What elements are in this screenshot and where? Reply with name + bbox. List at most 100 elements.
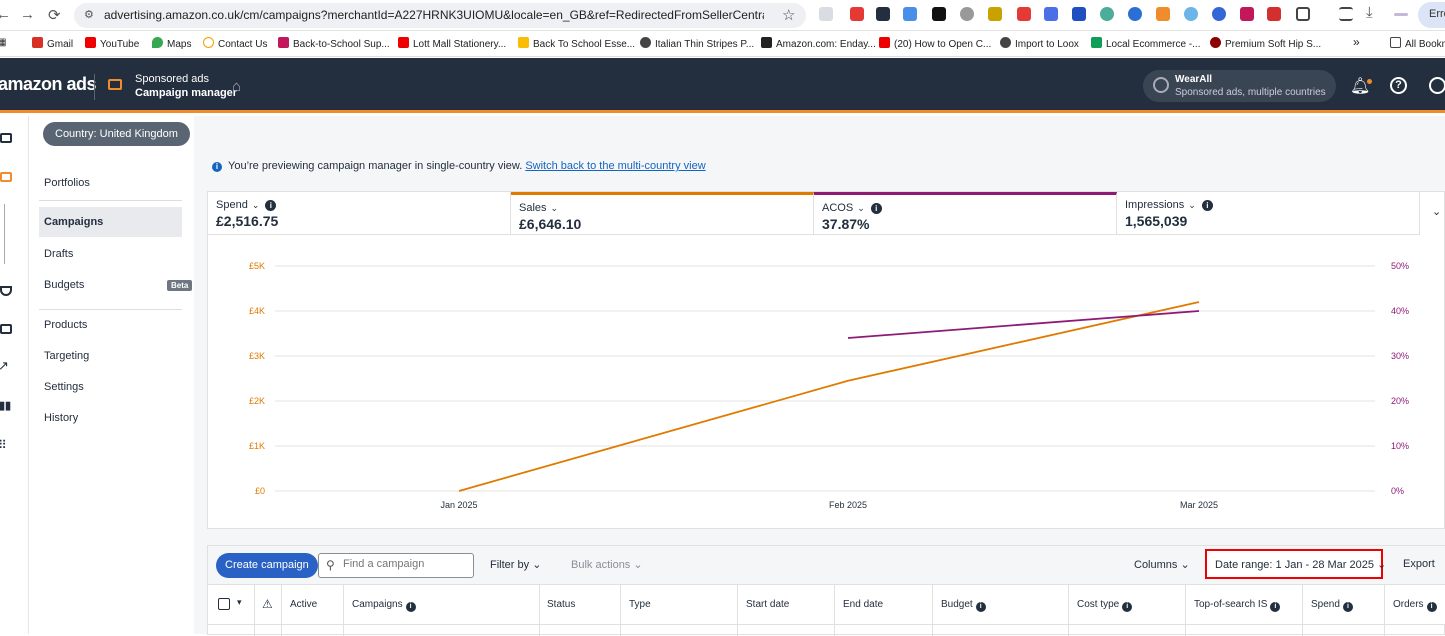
columns-dropdown[interactable]: Columns ⌄ (1134, 559, 1190, 571)
trend-icon[interactable]: ↗ (0, 358, 9, 373)
bookmark-item[interactable]: Import to Loox (1000, 37, 1079, 50)
create-campaign-button[interactable]: Create campaign (216, 553, 318, 578)
extension-icon[interactable] (876, 7, 890, 21)
back-icon[interactable]: ← (0, 6, 11, 23)
bulk-actions-dropdown[interactable]: Bulk actions ⌄ (571, 559, 643, 571)
extension-icon[interactable] (1240, 7, 1254, 21)
extensions-puzzle-icon[interactable] (1296, 7, 1310, 21)
export-button[interactable]: Export (1403, 558, 1435, 570)
column-header-cost-type[interactable]: Cost type i (1077, 599, 1133, 612)
column-header-campaigns[interactable]: Campaigns i (352, 599, 416, 612)
column-header-orders[interactable]: Orders i (1393, 599, 1437, 612)
column-header-start-date[interactable]: Start date (746, 599, 790, 610)
bookmark-item[interactable]: YouTube (85, 37, 139, 50)
info-icon[interactable]: i (1270, 602, 1281, 612)
metric-card-impressions[interactable]: Impressions ⌄ i 1,565,039 (1117, 192, 1420, 235)
info-icon[interactable]: i (870, 203, 882, 214)
bookmarks-overflow[interactable]: » (1353, 35, 1360, 49)
extension-icon[interactable] (1212, 7, 1226, 21)
info-icon[interactable]: i (405, 602, 416, 612)
date-range-picker[interactable]: Date range: 1 Jan - 28 Mar 2025 ⌄ (1205, 549, 1386, 579)
site-settings-icon[interactable]: ⚙ (84, 9, 94, 21)
extension-icon[interactable] (1184, 7, 1198, 21)
extension-icon[interactable] (988, 7, 1002, 21)
extension-icon[interactable] (903, 7, 917, 21)
nav-products[interactable]: Products (44, 319, 88, 331)
apps-icon[interactable]: ▦ (0, 37, 7, 48)
column-header-end-date[interactable]: End date (843, 599, 884, 610)
collapse-chart-icon[interactable]: ⌄ (1432, 206, 1442, 218)
bookmark-item[interactable]: Maps (152, 37, 191, 50)
apps-grid-icon[interactable]: ⠿ (0, 438, 7, 452)
bookmark-item[interactable]: (20) How to Open C... (879, 37, 991, 50)
extension-icon[interactable] (1044, 7, 1058, 21)
nav-portfolios[interactable]: Portfolios (44, 177, 90, 189)
bookmark-item[interactable]: Italian Thin Stripes P... (640, 37, 754, 50)
home-icon[interactable]: ⌂ (232, 78, 242, 95)
nav-history[interactable]: History (44, 412, 79, 424)
bookmark-item[interactable]: Back To School Esse... (518, 37, 635, 50)
column-header-type[interactable]: Type (629, 599, 651, 610)
campaign-search[interactable]: ⚲ (318, 553, 474, 578)
chevron-down-icon[interactable]: ⌄ (251, 200, 260, 210)
select-all-checkbox[interactable] (218, 598, 230, 610)
info-icon[interactable]: i (975, 602, 986, 612)
extension-icon[interactable] (1017, 7, 1031, 21)
chevron-down-icon[interactable]: ⌄ (857, 203, 865, 213)
extension-icon[interactable] (1128, 7, 1142, 21)
nav-drafts[interactable]: Drafts (44, 248, 74, 260)
shield-icon[interactable] (0, 286, 12, 296)
info-icon[interactable]: i (1426, 602, 1437, 612)
bookmark-item[interactable]: Gmail (32, 37, 73, 50)
bookmark-item[interactable]: Contact Us (203, 37, 267, 50)
nav-budgets[interactable]: Budgets Beta (39, 270, 193, 300)
download-icon[interactable]: ⤓ (1366, 4, 1373, 21)
search-input[interactable] (343, 558, 468, 570)
nav-targeting[interactable]: Targeting (44, 350, 90, 362)
chevron-down-icon[interactable]: ⌄ (1188, 200, 1196, 210)
info-icon[interactable]: i (1342, 602, 1353, 612)
help-icon[interactable]: ? (1390, 77, 1407, 94)
extension-icon[interactable] (1156, 7, 1170, 21)
bookmark-item[interactable]: Amazon.com: Enday... (761, 37, 876, 50)
extension-icon[interactable] (1072, 7, 1086, 21)
notifications-bell-icon[interactable]: 🔔︎ (1350, 78, 1371, 95)
info-icon[interactable]: i (1201, 200, 1213, 211)
reports-icon[interactable]: ▮▮ (0, 400, 12, 412)
metric-card-spend[interactable]: Spend ⌄ i £2,516.75 (208, 192, 511, 235)
user-icon[interactable] (1429, 77, 1445, 94)
bookmark-item[interactable]: Back-to-School Sup... (278, 37, 390, 50)
bookmark-folder[interactable]: All Bookm (1390, 37, 1445, 50)
chevron-down-icon[interactable]: ▾ (237, 597, 242, 607)
column-header-top-of-search-is[interactable]: Top-of-search IS i (1194, 599, 1281, 612)
amazon-ads-logo[interactable]: amazon ads (0, 74, 97, 94)
filter-by-dropdown[interactable]: Filter by ⌄ (490, 559, 542, 571)
info-icon[interactable]: i (265, 200, 277, 211)
forward-icon[interactable]: → (20, 6, 35, 23)
address-bar[interactable]: ⚙ advertising.amazon.co.uk/cm/campaigns?… (74, 3, 806, 28)
extension-icon[interactable] (960, 7, 974, 21)
dashboard-icon[interactable] (0, 133, 12, 143)
info-icon[interactable]: i (1122, 602, 1133, 612)
nav-campaigns[interactable]: Campaigns (39, 207, 182, 237)
bookmark-item[interactable]: Lott Mall Stationery... (398, 37, 506, 50)
metric-card-acos[interactable]: ACOS ⌄ i 37.87% (814, 192, 1117, 235)
media-icon[interactable] (0, 324, 12, 334)
url-text[interactable]: advertising.amazon.co.uk/cm/campaigns?me… (104, 8, 764, 22)
reload-icon[interactable]: ⟳ (48, 7, 61, 24)
column-header-spend[interactable]: Spend i (1311, 599, 1353, 612)
bookmark-item[interactable]: Premium Soft Hip S... (1210, 37, 1321, 50)
extension-icon[interactable] (932, 7, 946, 21)
chevron-down-icon[interactable]: ⌄ (550, 203, 559, 213)
switch-multi-country-link[interactable]: Switch back to the multi-country view (525, 160, 706, 172)
extension-icon[interactable] (819, 7, 833, 21)
country-selector[interactable]: Country: United Kingdom (43, 122, 190, 146)
nav-settings[interactable]: Settings (44, 381, 84, 393)
campaign-manager-icon[interactable] (0, 172, 12, 182)
account-switcher[interactable] (1143, 70, 1336, 102)
column-header-active[interactable]: Active (290, 599, 318, 610)
extension-icon[interactable] (1100, 7, 1114, 21)
metric-card-sales[interactable]: Sales ⌄ £6,646.10 (511, 192, 814, 235)
bookmark-item[interactable]: Local Ecommerce -... (1091, 37, 1200, 50)
extension-icon[interactable] (1394, 13, 1408, 16)
